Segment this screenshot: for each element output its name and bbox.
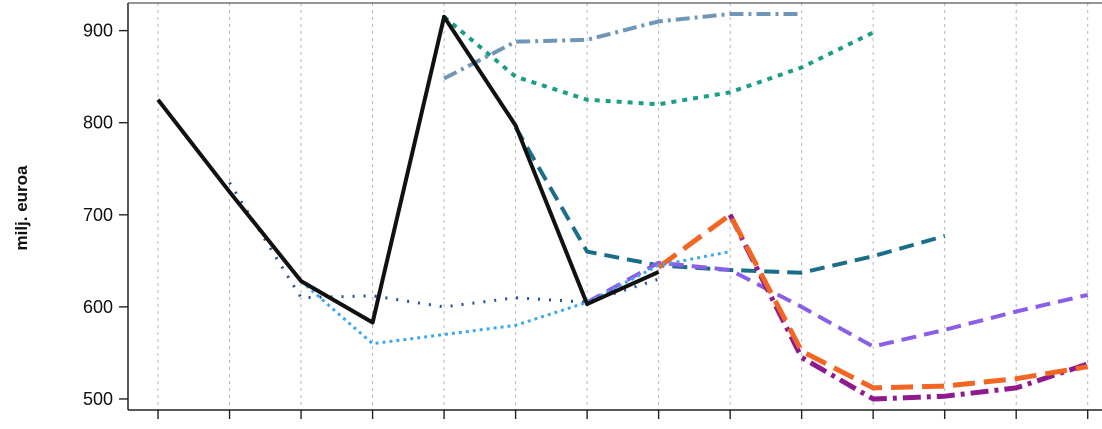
y-tick-label: 800 [83, 113, 113, 133]
y-ticks: 500 600 700 800 900 [83, 21, 128, 409]
grid [157, 3, 1089, 410]
series-line-6 [657, 212, 1089, 391]
series-line-9 [156, 14, 660, 325]
series-line-5 [727, 213, 1089, 402]
y-tick-label: 900 [83, 21, 113, 41]
y-axis [127, 2, 1102, 411]
series-line-2 [443, 12, 802, 81]
series-lines [156, 12, 1089, 402]
y-axis-label: milj. euroa [12, 165, 31, 251]
y-tick-label: 500 [83, 389, 113, 409]
series-line-8 [300, 250, 731, 346]
series-line-1 [442, 15, 875, 107]
y-tick-label: 600 [83, 297, 113, 317]
series-line-3 [513, 126, 946, 275]
x-ticks [157, 410, 1089, 419]
y-tick-label: 700 [83, 205, 113, 225]
